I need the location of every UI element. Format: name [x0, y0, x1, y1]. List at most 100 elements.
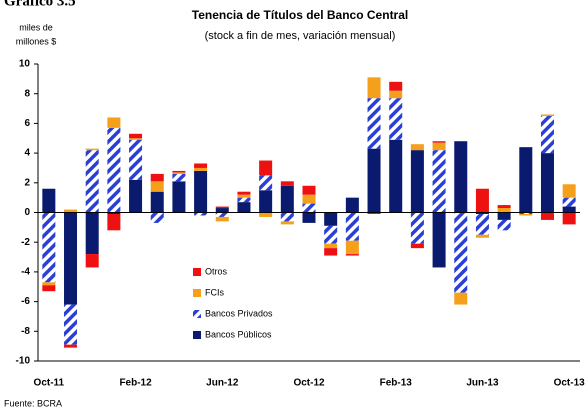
x-tick-label: Jun-13 [466, 378, 499, 389]
bar-segment [540, 114, 554, 116]
y-tick-label: -6 [21, 296, 30, 307]
bar-segment [215, 212, 229, 217]
y-axis-label: miles de [19, 22, 53, 32]
bar-segment [129, 133, 143, 139]
bar-segment [367, 98, 381, 149]
bar-segment [302, 203, 316, 213]
bar-segment [324, 225, 338, 244]
figure-label: Gráfico 3.5 [4, 0, 76, 9]
legend-label: Bancos Privados [205, 308, 273, 318]
bar-segment [432, 212, 446, 268]
x-tick-label: Jun-12 [206, 378, 239, 389]
y-tick-label: -8 [21, 326, 30, 337]
bar-segment [345, 254, 359, 256]
bar-segment [129, 138, 143, 140]
bar-segment [475, 213, 489, 235]
bar-segment [42, 212, 56, 283]
bar-segment [432, 141, 446, 143]
bar-segment [237, 197, 251, 203]
bar-segment [129, 139, 143, 180]
bar-segment [562, 184, 576, 198]
bar-segment [454, 212, 468, 293]
bar-segment [194, 212, 208, 216]
legend-swatch [193, 310, 201, 318]
bar-segment [172, 170, 186, 173]
bar-segment [129, 179, 143, 213]
bar-segment [497, 205, 511, 209]
chart-subtitle: (stock a fin de mes, variación mensual) [205, 30, 396, 42]
bar-segment [367, 212, 381, 214]
bar-segment [237, 194, 251, 198]
bar-segment [345, 212, 359, 241]
bar-segment [172, 173, 186, 182]
bar-segment [367, 148, 381, 213]
bar-segment [324, 212, 338, 226]
bar-segment [475, 234, 489, 238]
bar-segment [302, 185, 316, 195]
bar-segment [150, 173, 164, 182]
bar-segment [519, 147, 533, 213]
bar-segment [107, 117, 121, 128]
bar-segment [107, 127, 121, 213]
y-tick-label: -10 [16, 356, 31, 367]
bar-segment [259, 175, 273, 191]
bar-segment [85, 254, 99, 268]
bar-segment [475, 212, 489, 214]
bar-segment [259, 212, 273, 217]
bar-segment [280, 221, 294, 225]
bar-segment [410, 243, 424, 249]
bar-segment [194, 167, 208, 171]
bar-segment [172, 181, 186, 213]
bar-segment [85, 148, 99, 151]
bar-segment [540, 115, 554, 154]
y-tick-label: 2 [24, 177, 30, 188]
bar-segment [540, 212, 554, 220]
bar-segment [432, 150, 446, 213]
bar-segment [280, 185, 294, 213]
x-tick-label: Feb-12 [119, 378, 152, 389]
bar-segment [259, 190, 273, 213]
x-tick-label: Feb-13 [380, 378, 413, 389]
bar-segment [85, 150, 99, 213]
legend-swatch [193, 331, 201, 339]
bar-segment [237, 191, 251, 195]
bar-segment [107, 213, 121, 231]
bar-segment [280, 181, 294, 186]
bar-segment [172, 172, 186, 174]
bar-segment [454, 292, 468, 305]
bar-segment [194, 163, 208, 168]
y-tick-label: -4 [21, 267, 30, 278]
legend-swatch [193, 289, 201, 297]
legend-label: FCIs [205, 287, 224, 297]
y-tick-label: 8 [24, 88, 30, 99]
y-tick-label: 6 [24, 118, 30, 129]
legend-swatch [193, 268, 201, 276]
bar-segment [215, 216, 229, 222]
bar-segment [389, 139, 403, 213]
x-tick-label: Oct-11 [34, 378, 65, 389]
bar-segment [367, 77, 381, 99]
bar-segment [497, 219, 511, 231]
source: Fuente: BCRA [4, 398, 62, 408]
bar-segment [562, 206, 576, 213]
bar-segment [64, 212, 78, 305]
x-tick-label: Oct-13 [554, 378, 586, 389]
bar-segment [540, 153, 554, 213]
y-tick-label: 10 [19, 59, 31, 70]
chart-title: Tenencia de Títulos del Banco Central [192, 8, 409, 22]
bar-segment [410, 212, 424, 244]
bar-segment [150, 212, 164, 223]
y-tick-label: 4 [24, 148, 30, 159]
bar-segment [194, 170, 208, 213]
bar-segment [107, 212, 121, 214]
bar-segment [562, 212, 576, 225]
bar-segment [497, 212, 511, 220]
bar-segment [389, 81, 403, 91]
bar-segment [302, 194, 316, 204]
bar-segment [345, 197, 359, 213]
bar-segment [85, 212, 99, 255]
bar-segment [475, 188, 489, 213]
bar-segment [64, 344, 78, 348]
bar-segment [42, 285, 56, 292]
